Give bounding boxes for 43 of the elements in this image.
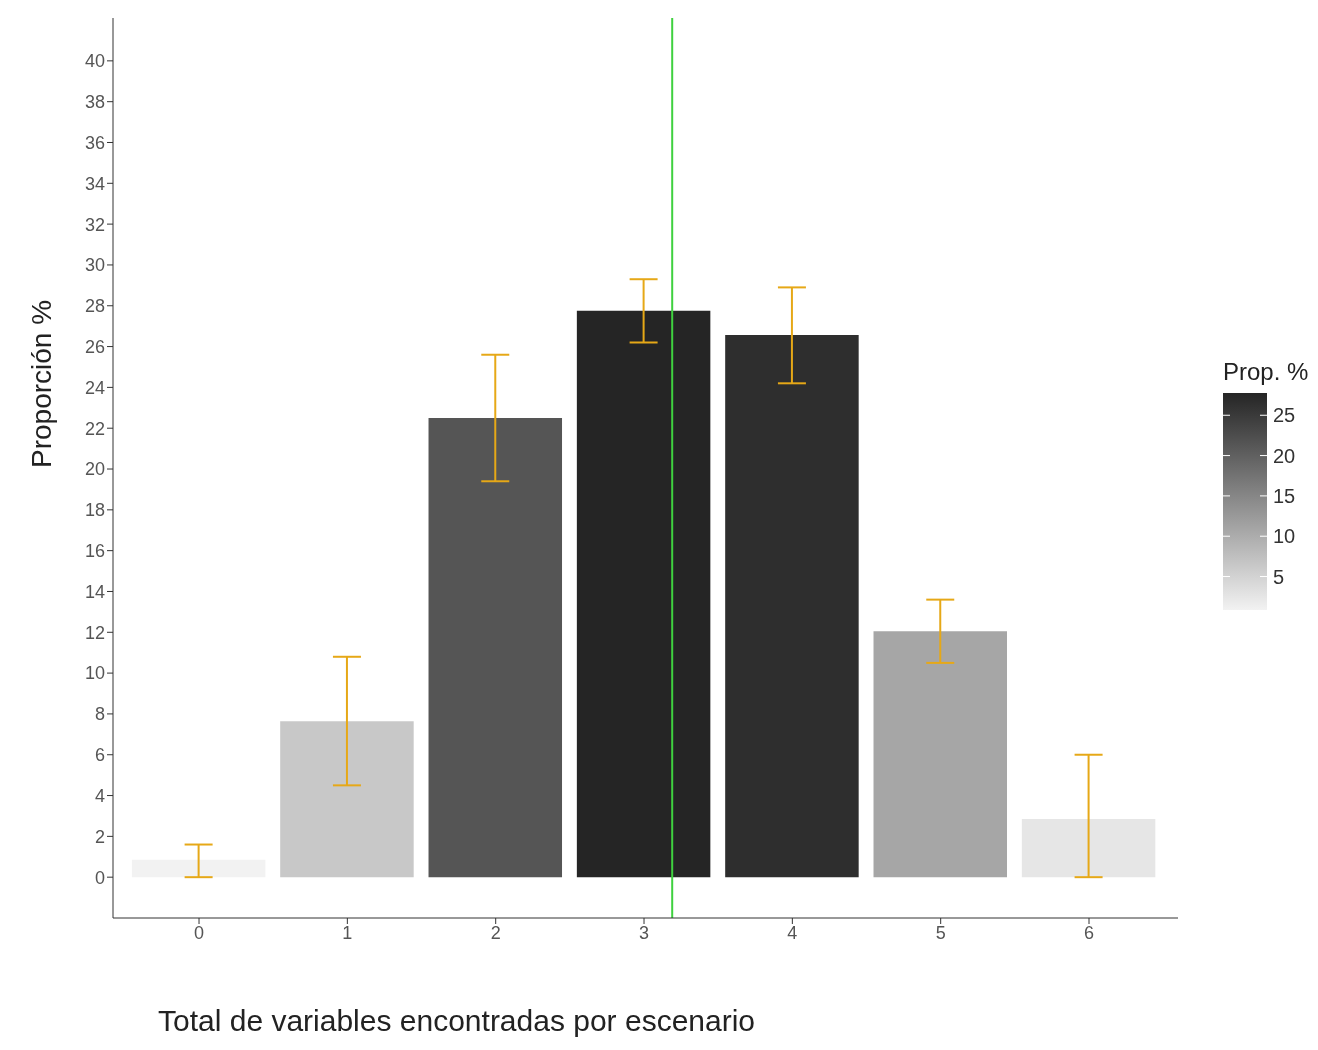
bar [1021,819,1156,878]
y-tick-label: 36 [84,132,105,153]
y-tick-label: 40 [84,51,105,72]
bar [280,721,414,878]
x-axis-title: Total de variables encontradas por escenario [158,1004,756,1037]
y-tick-label: 4 [94,785,105,806]
y-tick-label: 0 [94,867,105,888]
x-tick-label: 1 [342,922,353,943]
y-tick-label: 14 [84,581,105,602]
x-tick-label: 4 [787,922,798,943]
y-tick-label: 20 [84,459,105,480]
x-tick-label: 5 [935,922,946,943]
x-tick-label: 2 [490,922,501,943]
bar [131,859,266,878]
color-bar-label: 10 [1273,525,1296,548]
y-tick-label: 38 [84,92,105,113]
color-bar-label: 20 [1273,444,1296,467]
y-tick-label: 8 [94,704,105,725]
x-tick-label: 3 [639,922,650,943]
y-tick-label: 28 [84,296,105,317]
y-axis-title: Proporción % [25,299,57,468]
y-tick-label: 2 [94,826,105,847]
x-tick-label: 0 [194,922,205,943]
color-bar-title: Prop. % [1223,358,1309,385]
y-tick-label: 34 [84,173,105,194]
x-tick-label: 6 [1083,922,1095,943]
bar [576,310,711,878]
bar [428,418,563,878]
color-bar-label: 15 [1273,484,1296,507]
color-bar-label: 25 [1273,404,1296,427]
y-tick-label: 22 [84,418,105,439]
y-tick-label: 24 [84,377,105,398]
y-tick-label: 30 [84,255,105,276]
color-bar-label: 5 [1273,565,1285,588]
y-tick-label: 6 [94,745,105,766]
y-tick-label: 12 [84,622,105,643]
y-tick-label: 18 [84,500,105,521]
bar [725,334,859,878]
y-tick-label: 32 [84,214,105,235]
y-tick-label: 10 [84,663,105,684]
bar [873,631,1008,878]
y-tick-label: 26 [84,336,105,357]
y-tick-label: 16 [84,541,105,562]
